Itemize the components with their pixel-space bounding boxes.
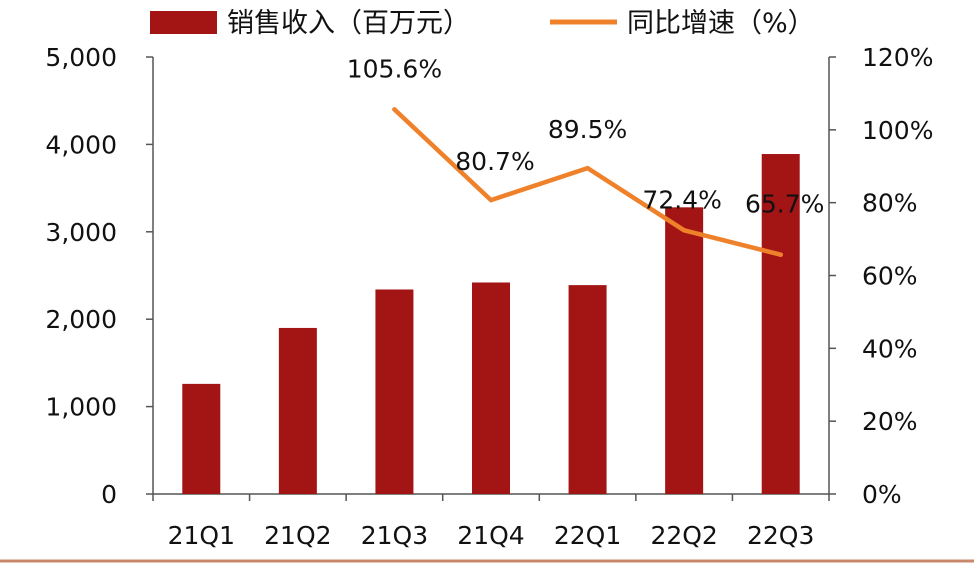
growth-data-label: 89.5% xyxy=(548,115,627,144)
bar xyxy=(472,282,510,494)
y-right-tick-label: 80% xyxy=(862,189,918,218)
y-left-tick-label: 5,000 xyxy=(45,43,117,72)
x-category-label: 21Q2 xyxy=(264,521,331,550)
bar xyxy=(375,289,413,494)
y-left-tick-label: 1,000 xyxy=(45,393,117,422)
x-category-label: 21Q4 xyxy=(457,521,524,550)
y-left-tick-label: 2,000 xyxy=(45,305,117,334)
growth-point xyxy=(682,228,686,232)
growth-point xyxy=(489,198,493,202)
y-right-tick-label: 20% xyxy=(862,407,918,436)
data-labels: 105.6% 80.7% 89.5% 72.4% 65.7% xyxy=(347,54,825,218)
growth-point xyxy=(585,166,589,170)
x-category-label: 22Q1 xyxy=(554,521,621,550)
growth-data-label: 72.4% xyxy=(642,185,721,214)
y-right-tick-label: 120% xyxy=(862,43,933,72)
bar xyxy=(665,207,703,494)
y-right-tick-label: 0% xyxy=(862,480,902,509)
y-right-tick-label: 40% xyxy=(862,334,918,363)
bar xyxy=(279,328,317,494)
y-right-tick-label: 60% xyxy=(862,262,918,291)
legend-bar-swatch xyxy=(150,11,217,34)
x-category-label: 22Q2 xyxy=(650,521,717,550)
x-category-label: 21Q1 xyxy=(168,521,235,550)
legend-bar-label: 销售收入（百万元） xyxy=(227,8,470,39)
bar xyxy=(182,384,220,494)
bar xyxy=(569,285,607,494)
growth-point xyxy=(392,107,396,111)
x-category-label: 22Q3 xyxy=(747,521,814,550)
y-right-tick-label: 100% xyxy=(862,116,933,145)
y-left-tick-label: 0 xyxy=(101,480,117,509)
growth-data-label: 65.7% xyxy=(745,190,824,219)
x-category-label: 21Q3 xyxy=(361,521,428,550)
growth-data-label: 105.6% xyxy=(347,54,442,83)
legend: 销售收入（百万元） 同比增速（%） xyxy=(150,8,815,39)
y-left-tick-label: 4,000 xyxy=(45,130,117,159)
y-left-tick-label: 3,000 xyxy=(45,218,117,247)
legend-line-label: 同比增速（%） xyxy=(627,8,815,39)
growth-data-label: 80.7% xyxy=(455,147,534,176)
growth-point xyxy=(779,253,783,257)
